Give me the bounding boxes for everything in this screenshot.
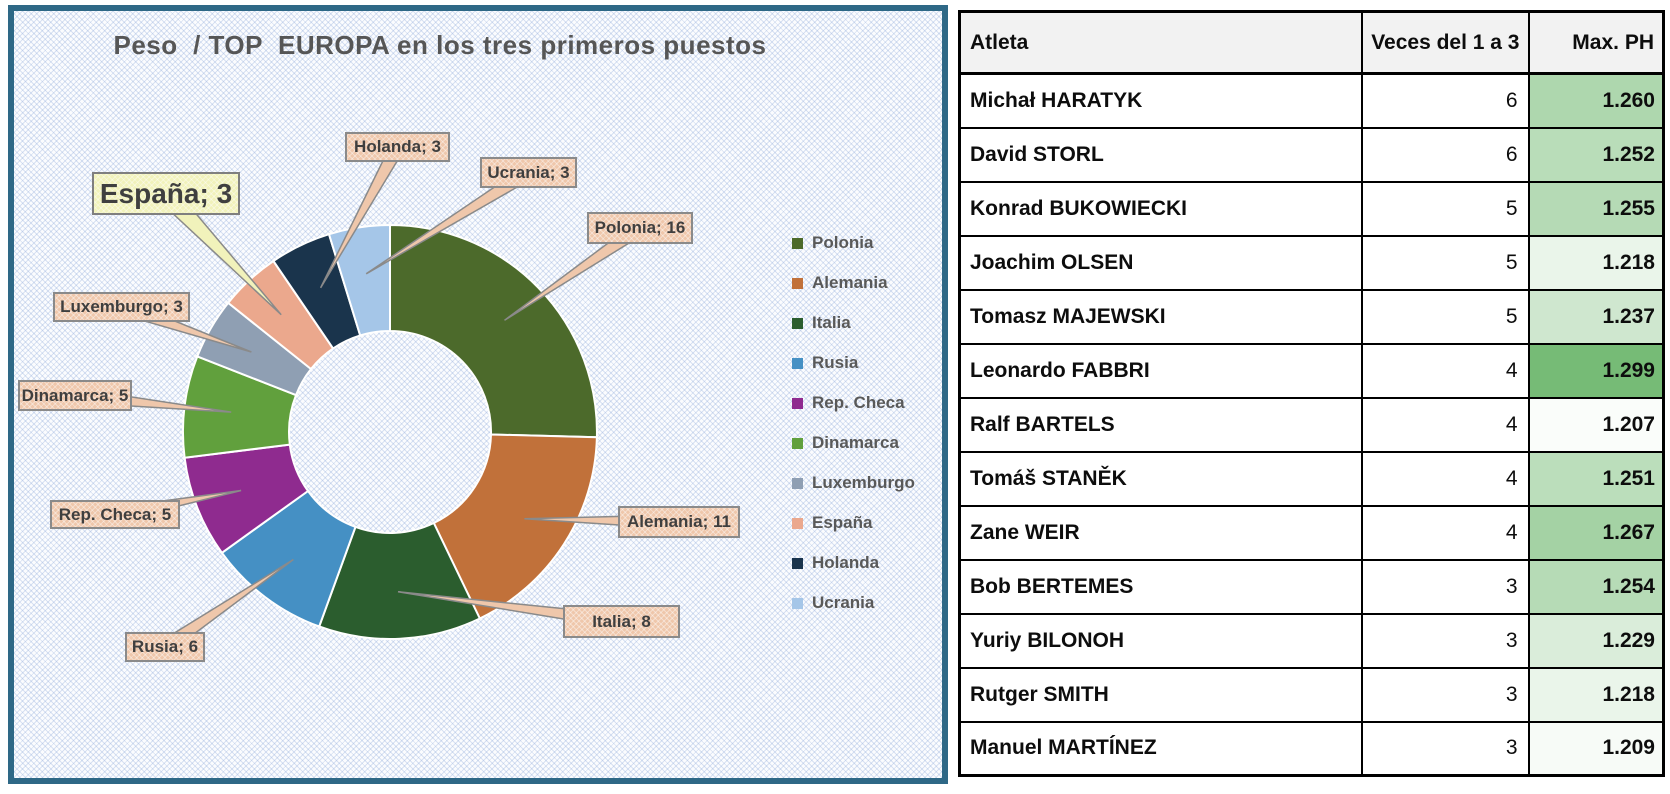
athlete-name-cell[interactable]: Tomasz MAJEWSKI [958,288,1363,345]
athlete-name-cell[interactable]: Yuriy BILONOH [958,612,1363,669]
table-row: Bob BERTEMES 3 1.254 [958,558,1665,615]
veces-cell[interactable]: 3 [1360,720,1530,777]
max-ph-cell[interactable]: 1.254 [1527,558,1665,615]
legend-swatch-italia [792,317,803,329]
table-row: Leonardo FABBRI 4 1.299 [958,342,1665,399]
results-table: Atleta Veces del 1 a 3 Max. PH Michał HA… [958,10,1665,777]
veces-cell[interactable]: 4 [1360,396,1530,453]
legend-item-holanda[interactable]: Holanda [792,543,915,583]
legend-label: Dinamarca [812,433,899,452]
legend-swatch-holanda [792,557,803,569]
legend-swatch-rusia [792,357,803,369]
veces-cell[interactable]: 3 [1360,666,1530,723]
max-ph-cell[interactable]: 1.299 [1527,342,1665,399]
legend-swatch-luxemburgo [792,477,803,489]
column-header-max-ph[interactable]: Max. PH [1527,10,1665,75]
veces-cell[interactable]: 6 [1360,126,1530,183]
table-row: Konrad BUKOWIECKI 5 1.255 [958,180,1665,237]
athlete-name-cell[interactable]: Rutger SMITH [958,666,1363,723]
legend-item-alemania[interactable]: Alemania [792,263,915,303]
max-ph-cell[interactable]: 1.218 [1527,666,1665,723]
table-row: Rutger SMITH 3 1.218 [958,666,1665,723]
veces-cell[interactable]: 4 [1360,342,1530,399]
data-label-holanda[interactable]: Holanda; 3 [345,132,450,162]
veces-cell[interactable]: 3 [1360,558,1530,615]
athlete-name-cell[interactable]: Zane WEIR [958,504,1363,561]
table-row: Tomáš STANĚK 4 1.251 [958,450,1665,507]
veces-cell[interactable]: 4 [1360,504,1530,561]
max-ph-cell[interactable]: 1.267 [1527,504,1665,561]
legend-item-luxemburgo[interactable]: Luxemburgo [792,463,915,503]
legend-label: Polonia [812,233,874,252]
chart-title: Peso / TOP EUROPA en los tres primeros p… [113,30,767,60]
max-ph-cell[interactable]: 1.255 [1527,180,1665,237]
legend-item-ucrania[interactable]: Ucrania [792,583,915,623]
data-label-dinamarca[interactable]: Dinamarca; 5 [18,380,132,411]
athlete-name-cell[interactable]: Manuel MARTÍNEZ [958,720,1363,777]
max-ph-cell[interactable]: 1.237 [1527,288,1665,345]
athlete-name-cell[interactable]: Michał HARATYK [958,72,1363,129]
max-ph-cell[interactable]: 1.218 [1527,234,1665,291]
column-header-atleta[interactable]: Atleta [958,10,1363,75]
legend-swatch-alemania [792,277,803,289]
table-row: Zane WEIR 4 1.267 [958,504,1665,561]
athlete-name-cell[interactable]: Bob BERTEMES [958,558,1363,615]
table-row: Michał HARATYK 6 1.260 [958,72,1665,129]
athlete-name-cell[interactable]: Leonardo FABBRI [958,342,1363,399]
legend-label: Ucrania [812,593,875,612]
legend-swatch-polonia [792,237,803,249]
table-header-row: Atleta Veces del 1 a 3 Max. PH [958,10,1665,75]
athlete-name-cell[interactable]: Ralf BARTELS [958,396,1363,453]
legend-swatch-espana [792,517,803,529]
athlete-name-cell[interactable]: Joachim OLSEN [958,234,1363,291]
data-label-polonia[interactable]: Polonia; 16 [587,212,693,244]
data-label-alemania[interactable]: Alemania; 11 [618,506,740,538]
table-row: David STORL 6 1.252 [958,126,1665,183]
max-ph-cell[interactable]: 1.251 [1527,450,1665,507]
data-label-espana[interactable]: España; 3 [92,172,240,215]
legend-item-dinamarca[interactable]: Dinamarca [792,423,915,463]
legend-swatch-rep-checa [792,397,803,409]
veces-cell[interactable]: 6 [1360,72,1530,129]
legend-label: Italia [812,313,851,332]
legend-item-polonia[interactable]: Polonia [792,223,915,263]
legend-item-espana[interactable]: España [792,503,915,543]
legend-label: Luxemburgo [812,473,915,492]
max-ph-cell[interactable]: 1.207 [1527,396,1665,453]
table-row: Tomasz MAJEWSKI 5 1.237 [958,288,1665,345]
veces-cell[interactable]: 3 [1360,612,1530,669]
legend-label: Rep. Checa [812,393,905,412]
veces-cell[interactable]: 4 [1360,450,1530,507]
max-ph-cell[interactable]: 1.252 [1527,126,1665,183]
data-label-italia[interactable]: Italia; 8 [563,605,680,638]
legend-label: Holanda [812,553,880,572]
data-label-luxemburgo[interactable]: Luxemburgo; 3 [53,292,190,322]
table-row: Manuel MARTÍNEZ 3 1.209 [958,720,1665,777]
table-row: Ralf BARTELS 4 1.207 [958,396,1665,453]
legend-label: España [812,513,873,532]
data-label-ucrania[interactable]: Ucrania; 3 [480,157,577,188]
table-row: Yuriy BILONOH 3 1.229 [958,612,1665,669]
chart-legend: Polonia Alemania Italia Rusia Rep. Checa Dina… [792,223,915,623]
legend-label: Alemania [812,273,888,292]
max-ph-cell[interactable]: 1.260 [1527,72,1665,129]
legend-item-rusia[interactable]: Rusia [792,343,915,383]
veces-cell[interactable]: 5 [1360,288,1530,345]
column-header-veces[interactable]: Veces del 1 a 3 [1360,10,1530,75]
max-ph-cell[interactable]: 1.209 [1527,720,1665,777]
legend-swatch-dinamarca [792,437,803,449]
legend-item-rep-checa[interactable]: Rep. Checa [792,383,915,423]
veces-cell[interactable]: 5 [1360,234,1530,291]
table-row: Joachim OLSEN 5 1.218 [958,234,1665,291]
data-label-rusia[interactable]: Rusia; 6 [125,632,205,662]
legend-swatch-ucrania [792,597,803,609]
veces-cell[interactable]: 5 [1360,180,1530,237]
athlete-name-cell[interactable]: David STORL [958,126,1363,183]
legend-label: Rusia [812,353,859,372]
legend-item-italia[interactable]: Italia [792,303,915,343]
athlete-name-cell[interactable]: Tomáš STANĚK [958,450,1363,507]
athlete-name-cell[interactable]: Konrad BUKOWIECKI [958,180,1363,237]
max-ph-cell[interactable]: 1.229 [1527,612,1665,669]
data-label-rep-checa[interactable]: Rep. Checa; 5 [50,500,180,529]
